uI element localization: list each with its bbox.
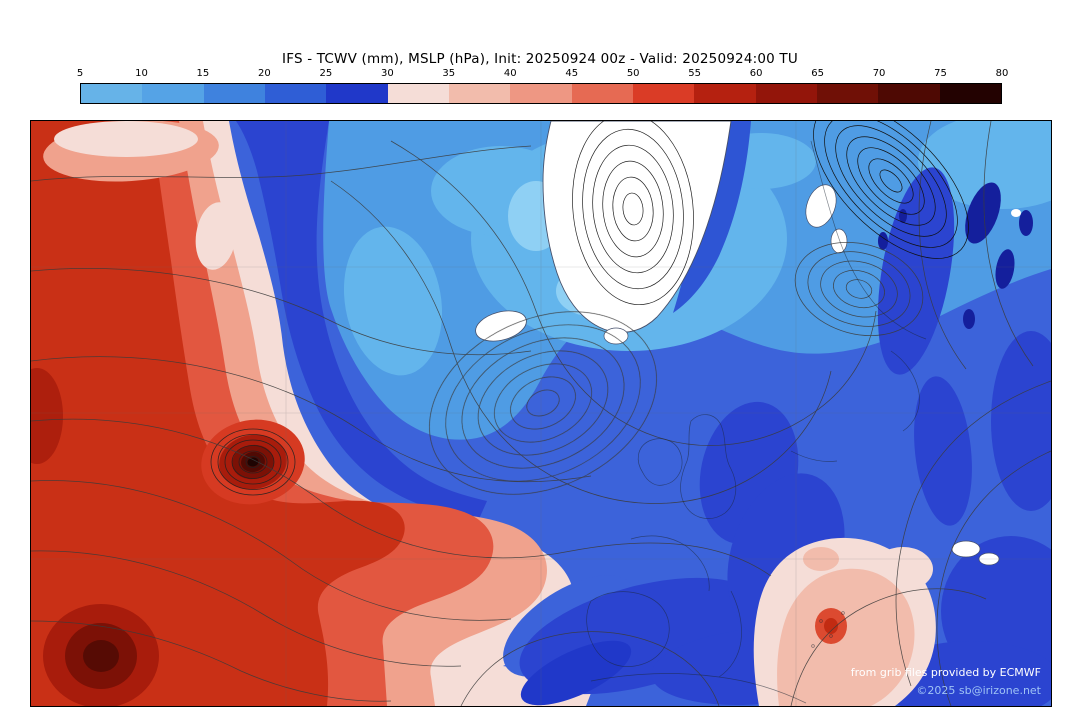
north-sea-coastline [790,450,838,462]
colorbar-cell [387,84,449,103]
colorbar-tick: 10 [135,68,148,79]
coastlines-layer [586,140,927,704]
great-britain-coastline [680,414,737,519]
colorbar-tick-labels: 5 10 15 20 25 30 35 40 45 50 55 60 65 70 75 80 [76,68,1009,83]
colorbar-cell [142,84,204,103]
colorbar-tick: 75 [934,68,947,79]
chart-title: IFS - TCWV (mm), MSLP (hPa), Init: 20250… [282,51,798,67]
weather-map [31,121,1051,706]
colorbar-tick: 15 [196,68,210,79]
italy-coastline [718,590,742,678]
tcwv-warm-shading-layer [31,121,591,706]
baltic-coastline [890,350,920,432]
dry-ice-white-regions [475,121,1021,566]
colorbar-tick: 25 [319,68,333,79]
colorbar-cell [816,84,879,103]
colorbar-tick: 40 [503,68,517,79]
colorbar-tick: 45 [565,68,579,79]
colorbar-cell [632,84,695,103]
colorbar-tick: 70 [872,68,886,79]
southwest-tcwv-maximum [43,604,159,706]
colorbar-cell [326,84,388,103]
scandes-topography-contours [813,121,969,259]
colorbar-cell [694,84,756,103]
atlantic-low-isobars [429,311,657,495]
tropical-cyclone-tcwv-maximum [201,419,305,505]
colorbar-cell [203,84,265,103]
graticule-layer [31,121,1051,706]
colorbar-tick: 55 [688,68,702,79]
colorbar-cell [755,84,817,103]
colorbar-cell [510,84,572,103]
colorbar-tick: 30 [380,68,394,79]
iberia-coastline [586,591,670,667]
colorbar-tick: 65 [811,68,824,79]
ireland-coastline [637,438,683,486]
mslp-contours-layer [31,121,1051,706]
colorbar-tick: 20 [258,68,271,79]
france-coastline [630,535,710,592]
dark-navy-terrain-blobs [878,182,1033,329]
colorbar: 5 10 15 20 25 30 35 40 45 50 55 60 65 70 75 80 [76,68,1009,104]
baltic-low-isobars [794,242,924,336]
map-frame: from grib files provided by ECMWF ©2025 … [30,120,1052,707]
colorbar-tick: 50 [626,68,640,79]
colorbar-cell [448,84,511,103]
colorbar-cell [571,84,633,103]
colorbar-cell [81,84,143,103]
attribution-ecmwf: from grib files provided by ECMWF [850,666,1041,679]
colorbar-tick: 60 [749,68,763,79]
cyclone-isobars [210,428,296,496]
colorbar-cell [878,84,940,103]
colorbar-cell [939,84,1001,103]
colorbar-tick: 35 [442,68,456,79]
colorbar-tick: 5 [76,68,84,79]
attribution-copyright: ©2025 sb@irizone.net [916,684,1041,697]
north-africa-coastline [590,673,807,704]
colorbar-gradient [80,83,1002,104]
balkans-aegean-warm-patch [753,537,936,706]
colorbar-cell [264,84,327,103]
colorbar-tick: 80 [995,68,1009,79]
norway-coastline [810,140,927,340]
